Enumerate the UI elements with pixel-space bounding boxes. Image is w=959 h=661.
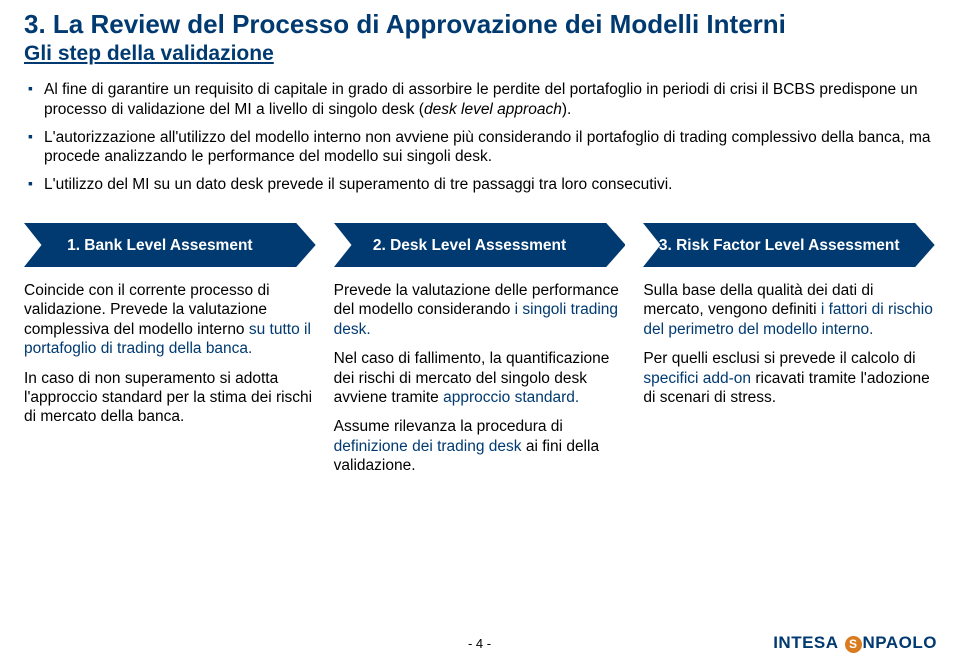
para-text: Per quelli esclusi si prevede il calcolo…	[643, 350, 915, 367]
slide-page: 3. La Review del Processo di Approvazion…	[0, 0, 959, 661]
bullet-item: L'autorizzazione all'utilizzo del modell…	[28, 128, 935, 168]
column-para: Coincide con il corrente processo di val…	[24, 281, 316, 359]
column-2: 2. Desk Level Assessment Prevede la valu…	[334, 223, 626, 485]
logo-intesa: INTESA	[773, 633, 838, 653]
para-text: In caso di non superamento si adotta l'a…	[24, 370, 312, 426]
column-para: Per quelli esclusi si prevede il calcolo…	[643, 349, 935, 407]
para-highlight: specifici add-on	[643, 370, 755, 387]
logo-rest: NPAOLO	[863, 633, 937, 653]
para-highlight: approccio standard.	[443, 389, 579, 406]
chevron-label: 3. Risk Factor Level Assessment	[643, 223, 915, 267]
page-subtitle: Gli step della validazione	[24, 42, 935, 66]
bullet-italic: desk level approach	[424, 101, 562, 118]
columns-row: 1. Bank Level Assesment Coincide con il …	[24, 223, 935, 485]
logo-s-icon: S	[845, 636, 862, 653]
bullet-text: ).	[562, 101, 571, 118]
logo: INTESA S NPAOLO	[773, 633, 937, 653]
bullet-item: Al fine di garantire un requisito di cap…	[28, 80, 935, 120]
column-para: Assume rilevanza la procedura di definiz…	[334, 417, 626, 475]
chevron-2: 2. Desk Level Assessment	[334, 223, 626, 269]
column-1: 1. Bank Level Assesment Coincide con il …	[24, 223, 316, 485]
column-3: 3. Risk Factor Level Assessment Sulla ba…	[643, 223, 935, 485]
chevron-label: 1. Bank Level Assesment	[24, 223, 296, 267]
column-para: In caso di non superamento si adotta l'a…	[24, 369, 316, 427]
page-title: 3. La Review del Processo di Approvazion…	[24, 10, 935, 40]
logo-sanpaolo: S NPAOLO	[845, 633, 937, 653]
column-para: Nel caso di fallimento, la quantificazio…	[334, 349, 626, 407]
para-text: Coincide con il corrente processo di val…	[24, 282, 270, 338]
bullet-list: Al fine di garantire un requisito di cap…	[24, 80, 935, 195]
para-highlight: definizione dei trading desk	[334, 438, 526, 455]
bullet-item: L'utilizzo del MI su un dato desk preved…	[28, 175, 935, 195]
chevron-label: 2. Desk Level Assessment	[334, 223, 606, 267]
chevron-3: 3. Risk Factor Level Assessment	[643, 223, 935, 269]
column-para: Prevede la valutazione delle performance…	[334, 281, 626, 339]
para-text: Assume rilevanza la procedura di	[334, 418, 563, 435]
chevron-1: 1. Bank Level Assesment	[24, 223, 316, 269]
column-para: Sulla base della qualità dei dati di mer…	[643, 281, 935, 339]
page-number: - 4 -	[468, 636, 491, 651]
footer: - 4 - INTESA S NPAOLO	[0, 629, 959, 655]
